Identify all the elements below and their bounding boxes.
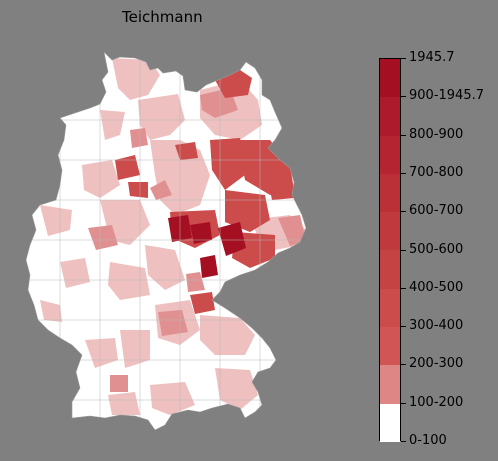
legend-band — [380, 250, 400, 289]
legend-tick-label: 600-700 — [409, 203, 464, 218]
districts-800-plus — [168, 215, 246, 278]
legend-tick-label: 800-900 — [409, 127, 464, 142]
legend-band — [380, 173, 400, 213]
legend-tick-label: 500-600 — [409, 242, 464, 257]
map-title: Teichmann — [122, 8, 203, 26]
legend-band — [380, 288, 400, 328]
legend-band — [380, 212, 400, 251]
legend-tick-mark — [401, 326, 406, 327]
legend-tick-label: 700-800 — [409, 165, 464, 180]
legend-tick-label: 200-300 — [409, 356, 464, 371]
legend-tick-mark — [401, 403, 406, 404]
legend-tick-mark — [401, 364, 406, 365]
legend-tick-mark — [401, 250, 406, 251]
legend-tick-mark — [401, 288, 406, 289]
legend-tick-mark — [401, 441, 406, 442]
legend-tick-label: 300-400 — [409, 318, 464, 333]
legend-band — [380, 365, 400, 404]
district-borders — [30, 52, 300, 430]
legend-band — [380, 97, 400, 136]
legend-tick-mark — [401, 135, 406, 136]
legend-tick-label: 0-100 — [409, 433, 447, 448]
legend-colorbar — [379, 58, 401, 442]
legend-tick-mark — [401, 211, 406, 212]
legend-tick-label: 1945.7 — [409, 50, 455, 65]
region-fills — [30, 52, 306, 430]
legend-band — [380, 59, 400, 98]
legend-tick-label: 400-500 — [409, 280, 464, 295]
legend-band — [380, 327, 400, 366]
legend-tick-mark — [401, 58, 406, 59]
legend-tick-mark — [401, 96, 406, 97]
legend-band — [380, 135, 400, 174]
districts-200-300 — [88, 88, 306, 392]
legend-tick-label: 900-1945.7 — [409, 88, 484, 103]
legend-tick-label: 100-200 — [409, 395, 464, 410]
legend-band — [380, 403, 400, 442]
legend-tick-mark — [401, 173, 406, 174]
